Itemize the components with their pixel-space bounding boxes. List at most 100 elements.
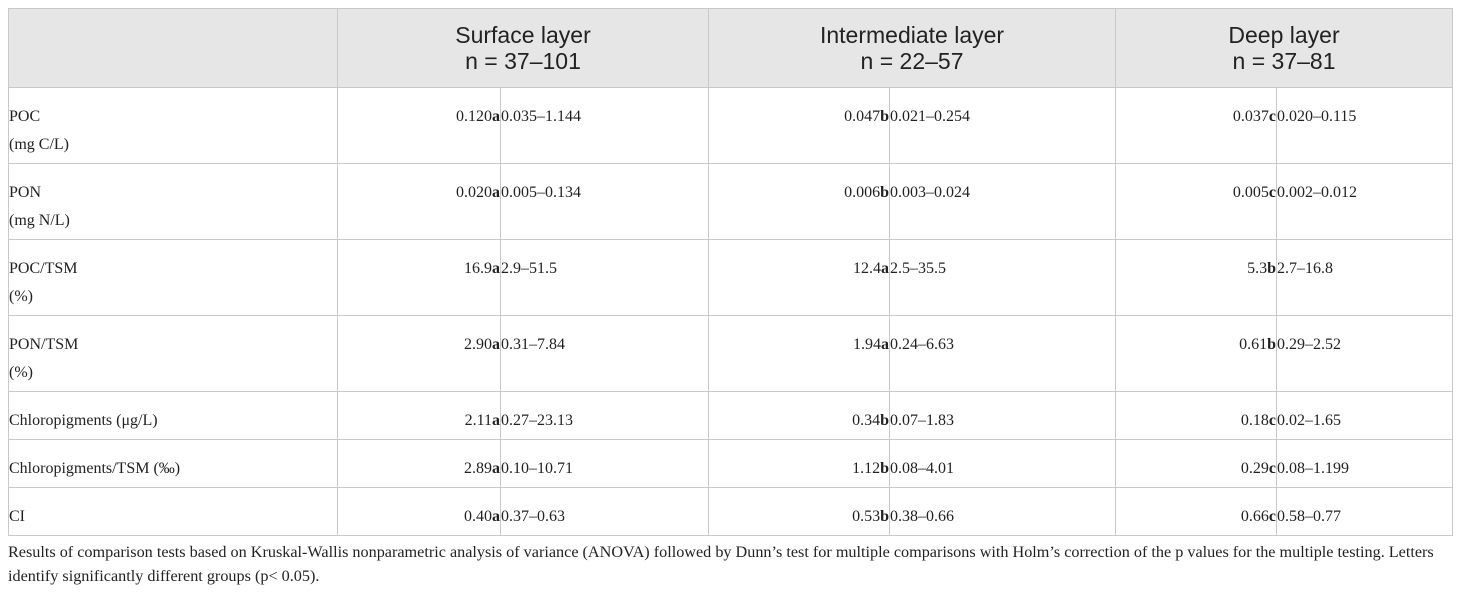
deep-group-letter: c bbox=[1268, 412, 1277, 429]
data-table: Surface layer n = 37–101 Intermediate la… bbox=[8, 8, 1454, 536]
deep-range-cell: 0.002–0.012 bbox=[1276, 163, 1454, 240]
row-label-name: Chloropigments/TSM (‰) bbox=[9, 460, 181, 477]
intermediate-median-cell: 12.4a bbox=[708, 239, 891, 316]
row-label: Chloropigments/TSM (‰) bbox=[8, 439, 338, 488]
table-row: CI 0.40a 0.37–0.63 0.53b 0.38–0.66 0.66c 0.58–… bbox=[8, 487, 1454, 536]
surface-group-letter: a bbox=[492, 508, 500, 525]
row-label-name: Chloropigments (μg/L) bbox=[9, 412, 158, 429]
surface-median-cell: 0.40a bbox=[337, 487, 501, 536]
intermediate-median-value: 0.047 bbox=[844, 108, 881, 125]
row-label-name: POC/TSM bbox=[9, 260, 78, 277]
deep-range-cell: 0.020–0.115 bbox=[1276, 87, 1454, 164]
table-row: POC/TSM (%) 16.9a 2.9–51.5 12.4a 2.5–35.5 5.3b… bbox=[8, 239, 1454, 316]
table-row: Chloropigments (μg/L) 2.11a 0.27–23.13 0.34… bbox=[8, 391, 1454, 440]
intermediate-group-letter: b bbox=[880, 508, 890, 525]
intermediate-group-letter: b bbox=[880, 412, 890, 429]
intermediate-group-letter: b bbox=[880, 184, 890, 201]
deep-group-letter: c bbox=[1268, 184, 1277, 201]
surface-median-value: 2.90 bbox=[464, 336, 492, 353]
deep-median-value: 0.61 bbox=[1239, 336, 1268, 353]
row-label: POC/TSM (%) bbox=[8, 239, 338, 316]
surface-median-cell: 0.020a bbox=[337, 163, 501, 240]
deep-group-letter: c bbox=[1268, 460, 1277, 477]
header-intermediate: Intermediate layer n = 22–57 bbox=[708, 8, 1117, 88]
intermediate-median-value: 0.53 bbox=[852, 508, 881, 525]
intermediate-median-value: 1.94 bbox=[853, 336, 882, 353]
deep-median-value: 0.18 bbox=[1240, 412, 1269, 429]
surface-range-cell: 0.10–10.71 bbox=[499, 439, 710, 488]
row-label-unit: (mg C/L) bbox=[9, 136, 69, 153]
surface-median-cell: 2.90a bbox=[337, 315, 501, 392]
deep-group-letter: c bbox=[1268, 108, 1277, 125]
surface-median-value: 0.020 bbox=[456, 184, 492, 201]
surface-median-value: 2.11 bbox=[464, 412, 492, 429]
deep-median-value: 0.66 bbox=[1240, 508, 1269, 525]
surface-group-letter: a bbox=[492, 260, 500, 277]
intermediate-group-letter: b bbox=[880, 108, 890, 125]
deep-median-cell: 0.66c bbox=[1115, 487, 1278, 536]
surface-range-cell: 0.37–0.63 bbox=[499, 487, 710, 536]
deep-median-value: 0.037 bbox=[1232, 108, 1269, 125]
row-label: PON/TSM (%) bbox=[8, 315, 338, 392]
deep-range-cell: 0.08–1.199 bbox=[1276, 439, 1454, 488]
intermediate-median-cell: 0.006b bbox=[708, 163, 891, 240]
header-surface-n: n = 37–101 bbox=[465, 48, 581, 74]
table-row: PON/TSM (%) 2.90a 0.31–7.84 1.94a 0.24–6.63 0.… bbox=[8, 315, 1454, 392]
row-label-name: POC bbox=[9, 108, 41, 125]
intermediate-median-cell: 0.047b bbox=[708, 87, 891, 164]
surface-median-value: 16.9 bbox=[464, 260, 492, 277]
surface-median-value: 2.89 bbox=[464, 460, 492, 477]
deep-median-cell: 5.3b bbox=[1115, 239, 1278, 316]
row-label: CI bbox=[8, 487, 338, 536]
deep-group-letter: c bbox=[1268, 508, 1277, 525]
intermediate-group-letter: b bbox=[880, 460, 890, 477]
surface-group-letter: a bbox=[492, 184, 500, 201]
header-deep-title: Deep layer bbox=[1228, 22, 1340, 48]
surface-range-cell: 2.9–51.5 bbox=[499, 239, 710, 316]
intermediate-median-cell: 1.12b bbox=[708, 439, 891, 488]
surface-median-value: 0.120 bbox=[456, 108, 492, 125]
deep-median-value: 0.29 bbox=[1240, 460, 1269, 477]
intermediate-range-cell: 0.021–0.254 bbox=[889, 87, 1117, 164]
surface-range-cell: 0.035–1.144 bbox=[499, 87, 710, 164]
deep-range-cell: 0.29–2.52 bbox=[1276, 315, 1454, 392]
surface-median-cell: 0.120a bbox=[337, 87, 501, 164]
intermediate-median-value: 0.006 bbox=[844, 184, 881, 201]
table-row: Chloropigments/TSM (‰) 2.89a 0.10–10.71 1.1… bbox=[8, 439, 1454, 488]
header-surface-title: Surface layer bbox=[455, 22, 591, 48]
row-label: Chloropigments (μg/L) bbox=[8, 391, 338, 440]
intermediate-median-value: 0.34 bbox=[852, 412, 881, 429]
deep-median-cell: 0.005c bbox=[1115, 163, 1278, 240]
header-deep: Deep layer n = 37–81 bbox=[1115, 8, 1454, 88]
row-label-name: PON bbox=[9, 184, 42, 201]
deep-group-letter: b bbox=[1267, 260, 1277, 277]
surface-group-letter: a bbox=[492, 336, 500, 353]
intermediate-range-cell: 0.08–4.01 bbox=[889, 439, 1117, 488]
intermediate-range-cell: 2.5–35.5 bbox=[889, 239, 1117, 316]
deep-median-cell: 0.61b bbox=[1115, 315, 1278, 392]
surface-median-cell: 2.11a bbox=[337, 391, 501, 440]
deep-range-cell: 0.02–1.65 bbox=[1276, 391, 1454, 440]
header-intermediate-title: Intermediate layer bbox=[819, 22, 1005, 48]
row-label: POC (mg C/L) bbox=[8, 87, 338, 164]
table-row: POC (mg C/L) 0.120a 0.035–1.144 0.047b 0.021–… bbox=[8, 87, 1454, 164]
surface-median-cell: 16.9a bbox=[337, 239, 501, 316]
intermediate-group-letter: a bbox=[881, 336, 890, 353]
deep-range-cell: 0.58–0.77 bbox=[1276, 487, 1454, 536]
row-label-unit: (mg N/L) bbox=[9, 212, 70, 229]
row-label-unit: (%) bbox=[9, 364, 33, 381]
header-intermediate-n: n = 22–57 bbox=[860, 48, 964, 74]
table-footnote: Results of comparison tests based on Kru… bbox=[8, 543, 1434, 585]
table-body: POC (mg C/L) 0.120a 0.035–1.144 0.047b 0.021–… bbox=[8, 87, 1454, 536]
intermediate-range-cell: 0.07–1.83 bbox=[889, 391, 1117, 440]
surface-range-cell: 0.27–23.13 bbox=[499, 391, 710, 440]
surface-range-cell: 0.31–7.84 bbox=[499, 315, 710, 392]
intermediate-range-cell: 0.38–0.66 bbox=[889, 487, 1117, 536]
deep-median-cell: 0.037c bbox=[1115, 87, 1278, 164]
intermediate-median-cell: 0.34b bbox=[708, 391, 891, 440]
intermediate-range-cell: 0.003–0.024 bbox=[889, 163, 1117, 240]
intermediate-group-letter: a bbox=[881, 260, 890, 277]
intermediate-median-cell: 1.94a bbox=[708, 315, 891, 392]
table-row: PON (mg N/L) 0.020a 0.005–0.134 0.006b 0.003–… bbox=[8, 163, 1454, 240]
intermediate-median-value: 12.4 bbox=[853, 260, 882, 277]
